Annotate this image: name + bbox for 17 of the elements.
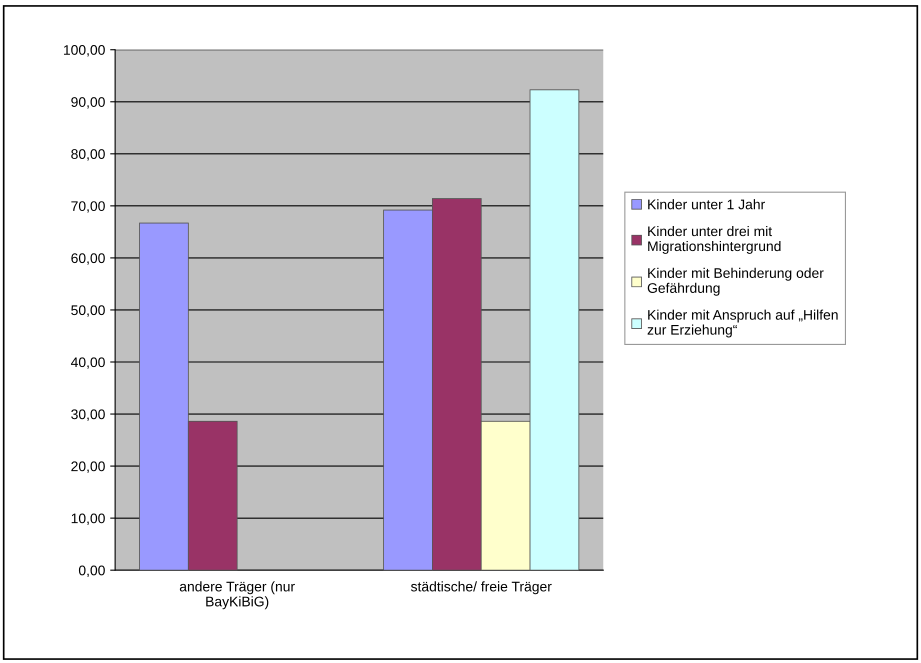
- y-tick-label: 40,00: [70, 357, 105, 369]
- y-tick-label: 30,00: [71, 409, 105, 421]
- legend-label: Kinder mit Anspruch auf „Hilfen zur Erziehung“: [648, 310, 838, 338]
- y-tick-label: 80,00: [71, 149, 105, 161]
- y-tick-label: 10,00: [72, 513, 105, 525]
- legend-label: Kinder mit Behinderung oder Gefährdung: [648, 268, 824, 296]
- y-tick-label: 70,00: [71, 201, 105, 213]
- x-tick-label: andere Träger (nur BayKiBiG): [180, 581, 295, 610]
- legend-label: Kinder unter 1 Jahr: [648, 199, 765, 210]
- legend-label: Kinder unter drei mit Migrationshintergrund: [648, 226, 780, 254]
- y-tick-label: 20,00: [71, 461, 105, 473]
- y-tick-label: 90,00: [71, 97, 105, 109]
- x-tick-label: städtische/ freie Träger: [410, 581, 552, 594]
- y-tick-label: 100,00: [64, 45, 105, 57]
- y-tick-label: 0,00: [78, 566, 105, 577]
- y-tick-label: 50,00: [71, 305, 105, 317]
- y-tick-label: 60,00: [71, 253, 105, 265]
